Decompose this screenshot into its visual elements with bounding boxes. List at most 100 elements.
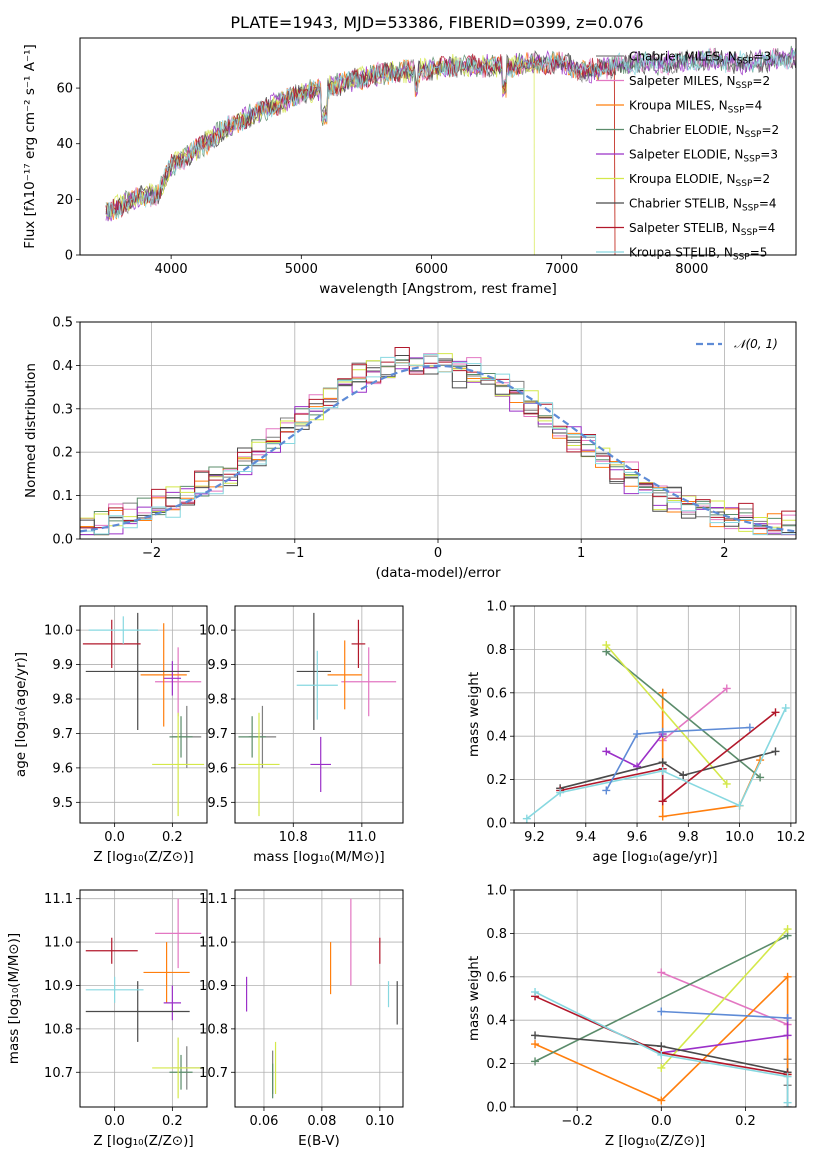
panel-mass-vs-Z: 0.0 0.2 10.7 10.8 10.9 11.0 11.1 Z [log₁₀(Z/Z⊙)… bbox=[6, 889, 208, 1149]
x-tick-label: 0.2 bbox=[162, 1114, 183, 1129]
y-tick-label: 9.8 bbox=[52, 693, 73, 708]
x-axis-label: E(B-V) bbox=[298, 1133, 340, 1149]
x-tick-label: 10.8 bbox=[279, 830, 308, 845]
gaussian-curve bbox=[80, 364, 796, 533]
legend-label: Chabrier ELODIE, NSSP=2 bbox=[629, 123, 779, 140]
legend-label: Salpeter STELIB, NSSP=4 bbox=[629, 221, 775, 238]
x-axis-label: mass [log₁₀(M/M⊙)] bbox=[253, 849, 384, 865]
legend-label: Kroupa STELIB, NSSP=5 bbox=[629, 246, 767, 263]
series-line bbox=[559, 750, 776, 790]
x-tick-label: 0.08 bbox=[307, 1114, 336, 1129]
y-tick-label: 0.8 bbox=[486, 927, 507, 942]
plot-area bbox=[85, 898, 205, 1099]
y-tick-label: 10.0 bbox=[199, 624, 228, 639]
y-tick-label: 1.0 bbox=[486, 600, 507, 615]
y-tick-label: 0.6 bbox=[486, 970, 507, 985]
y-tick-label: 20 bbox=[56, 193, 73, 208]
y-tick-label: 9.6 bbox=[52, 761, 73, 776]
axes-frame bbox=[513, 605, 797, 824]
y-tick-label: 0.8 bbox=[486, 643, 507, 658]
y-tick-label: 0.2 bbox=[486, 773, 507, 788]
axes-frame bbox=[234, 605, 404, 824]
y-tick-label: 0.1 bbox=[52, 489, 73, 504]
x-axis-label: Z [log₁₀(Z/Z⊙)] bbox=[93, 1133, 193, 1149]
y-tick-label: 9.5 bbox=[207, 796, 228, 811]
x-tick-label: −0.2 bbox=[561, 1114, 593, 1129]
x-tick-label: 9.6 bbox=[627, 830, 648, 845]
axes-frame bbox=[79, 37, 797, 256]
y-tick-label: 11.1 bbox=[199, 892, 228, 907]
series-line bbox=[605, 644, 728, 785]
legend-label: Kroupa ELODIE, NSSP=2 bbox=[629, 172, 770, 189]
y-axis-label: mass [log₁₀(M/M⊙)] bbox=[6, 933, 22, 1064]
series-line bbox=[661, 1010, 788, 1019]
x-tick-label: 1 bbox=[577, 546, 585, 561]
y-axis-label: mass weight bbox=[466, 672, 482, 757]
panel-chart-1: −2 −1 0 1 2 0.0 0.1 0.2 0.3 0.4 0.5 (data-model)/er… bbox=[23, 316, 797, 581]
y-tick-label: 9.9 bbox=[207, 658, 228, 673]
series-line bbox=[605, 726, 750, 791]
y-axis-label: age [log₁₀(age/yr)] bbox=[13, 652, 29, 777]
legend-label: Kroupa MILES, NSSP=4 bbox=[629, 99, 762, 116]
y-axis-label: mass weight bbox=[466, 956, 482, 1041]
series-line bbox=[534, 934, 788, 1063]
x-tick-label: 4000 bbox=[155, 262, 188, 277]
x-axis-label: (data-model)/error bbox=[375, 565, 501, 581]
legend-label: Salpeter MILES, NSSP=2 bbox=[629, 74, 770, 91]
plot-area bbox=[82, 612, 205, 817]
y-tick-label: 0.0 bbox=[486, 1101, 507, 1116]
y-tick-label: 10.7 bbox=[44, 1066, 73, 1081]
y-tick-label: 0.5 bbox=[52, 316, 73, 331]
x-tick-label: 0.2 bbox=[162, 830, 183, 845]
x-axis-label: Z [log₁₀(Z/Z⊙)] bbox=[605, 1133, 705, 1149]
legend-label: Chabrier STELIB, NSSP=4 bbox=[629, 197, 777, 214]
y-tick-label: 9.9 bbox=[52, 658, 73, 673]
x-tick-label: 7000 bbox=[545, 262, 578, 277]
plot-area bbox=[245, 898, 398, 1099]
y-tick-label: 60 bbox=[56, 82, 73, 97]
y-tick-label: 0.4 bbox=[486, 1014, 507, 1029]
y-tick-label: 11.1 bbox=[44, 892, 73, 907]
x-axis-label: Z [log₁₀(Z/Z⊙)] bbox=[93, 849, 193, 865]
y-tick-label: 10.9 bbox=[44, 979, 73, 994]
legend-label: Chabrier MILES, NSSP=3 bbox=[629, 50, 771, 67]
x-tick-label: 0.06 bbox=[249, 1114, 278, 1129]
y-tick-label: 0.0 bbox=[486, 817, 507, 832]
x-tick-label: 9.8 bbox=[678, 830, 699, 845]
y-tick-label: 11.0 bbox=[44, 936, 73, 951]
y-tick-label: 9.7 bbox=[207, 727, 228, 742]
x-tick-label: −2 bbox=[142, 546, 161, 561]
plot-area bbox=[80, 346, 796, 539]
series-line bbox=[534, 991, 789, 1103]
y-tick-label: 10.9 bbox=[199, 979, 228, 994]
series-line bbox=[605, 650, 761, 779]
x-tick-label: 0.0 bbox=[651, 1114, 672, 1129]
y-axis-label: Normed distribution bbox=[23, 363, 39, 498]
x-tick-label: 0 bbox=[434, 546, 442, 561]
y-tick-label: 0.4 bbox=[52, 359, 73, 374]
x-axis-label: wavelength [Angstrom, rest frame] bbox=[319, 281, 557, 297]
axes-frame bbox=[79, 605, 208, 824]
y-tick-label: 40 bbox=[56, 137, 73, 152]
plot-area bbox=[522, 641, 790, 823]
y-tick-label: 9.7 bbox=[52, 727, 73, 742]
y-tick-label: 1.0 bbox=[486, 884, 507, 899]
histogram-series bbox=[80, 353, 796, 539]
figure-title: PLATE=1943, MJD=53386, FIBERID=0399, z=0… bbox=[230, 13, 643, 32]
axes-frame bbox=[79, 321, 797, 540]
axes-frame bbox=[79, 889, 208, 1108]
panel-mass-vs-ebv: 0.06 0.08 0.10 10.7 10.8 10.9 11.0 11.1 E(B-V) bbox=[199, 889, 404, 1149]
series-line bbox=[559, 711, 776, 803]
x-tick-label: 11.0 bbox=[347, 830, 376, 845]
y-axis-label: Flux [fλ10⁻¹⁷ erg cm⁻² s⁻¹ A⁻¹] bbox=[22, 44, 38, 249]
y-tick-label: 10.0 bbox=[44, 624, 73, 639]
x-axis-label: age [log₁₀(age/yr)] bbox=[592, 849, 717, 865]
x-tick-label: −1 bbox=[285, 546, 304, 561]
y-tick-label: 9.6 bbox=[207, 761, 228, 776]
x-tick-label: 9.4 bbox=[575, 830, 596, 845]
x-tick-label: 0.2 bbox=[735, 1114, 756, 1129]
y-tick-label: 0.3 bbox=[52, 402, 73, 417]
x-tick-label: 6000 bbox=[415, 262, 448, 277]
series-line bbox=[662, 687, 728, 742]
x-tick-label: 10.0 bbox=[725, 830, 754, 845]
